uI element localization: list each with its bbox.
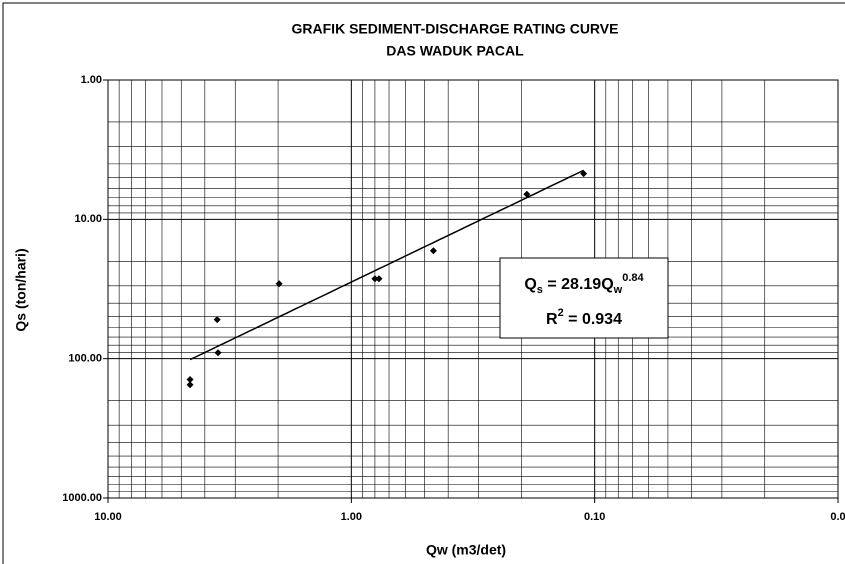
y-tick-label: 1000.00: [62, 492, 102, 504]
equation-part: 0.84: [622, 272, 644, 284]
data-point: [275, 280, 283, 288]
data-point: [186, 375, 194, 383]
plot-area: [107, 79, 839, 499]
x-tick-label: 10.00: [94, 511, 122, 523]
equation-part: Q: [524, 276, 536, 293]
x-tick-label: 0.0: [830, 511, 845, 523]
equation-part: =: [543, 276, 561, 293]
equation-part: s: [537, 284, 543, 296]
equation-part: Q: [601, 276, 613, 293]
data-point: [213, 316, 221, 324]
y-tick-label: 10.00: [74, 213, 102, 225]
x-tick-label: 1.00: [341, 511, 362, 523]
data-point: [523, 190, 531, 198]
data-point: [375, 275, 383, 283]
equation-text: R2 = 0.934: [546, 307, 622, 328]
x-axis-label: Qw (m3/det): [426, 542, 506, 558]
plot-border: [107, 79, 839, 499]
equation-part: 2: [558, 307, 564, 319]
equation-part: 0.934: [582, 311, 622, 328]
chart-title: GRAFIK SEDIMENT-DISCHARGE RATING CURVE: [292, 21, 619, 37]
equation-part: 28.19: [561, 276, 601, 293]
equation-text: Qs = 28.19Qw0.84: [524, 272, 644, 296]
y-tick-label: 1.00: [81, 74, 102, 86]
equation-part: =: [564, 311, 582, 328]
y-tick-label: 100.00: [68, 353, 102, 365]
data-point: [580, 170, 588, 178]
data-point: [186, 381, 194, 389]
y-axis-label: Qs (ton/hari): [13, 248, 29, 331]
equation-box: [499, 257, 669, 339]
x-tick-label: 0.10: [584, 511, 605, 523]
trendline: [189, 169, 584, 361]
data-point: [371, 275, 379, 283]
chart-subtitle: DAS WADUK PACAL: [386, 43, 524, 59]
data-point: [429, 247, 437, 255]
equation-part: R: [546, 311, 558, 328]
equation-part: w: [613, 284, 623, 296]
data-point: [214, 349, 222, 357]
